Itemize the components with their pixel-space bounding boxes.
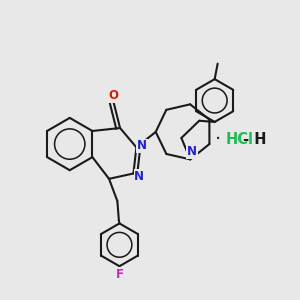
Text: N: N	[187, 146, 197, 158]
Text: F: F	[116, 268, 123, 281]
Text: N: N	[137, 139, 147, 152]
Text: O: O	[109, 89, 118, 102]
Text: N: N	[134, 170, 144, 183]
Text: HCl: HCl	[226, 132, 254, 147]
Text: ·: ·	[215, 130, 221, 149]
Text: - H: - H	[238, 132, 266, 147]
